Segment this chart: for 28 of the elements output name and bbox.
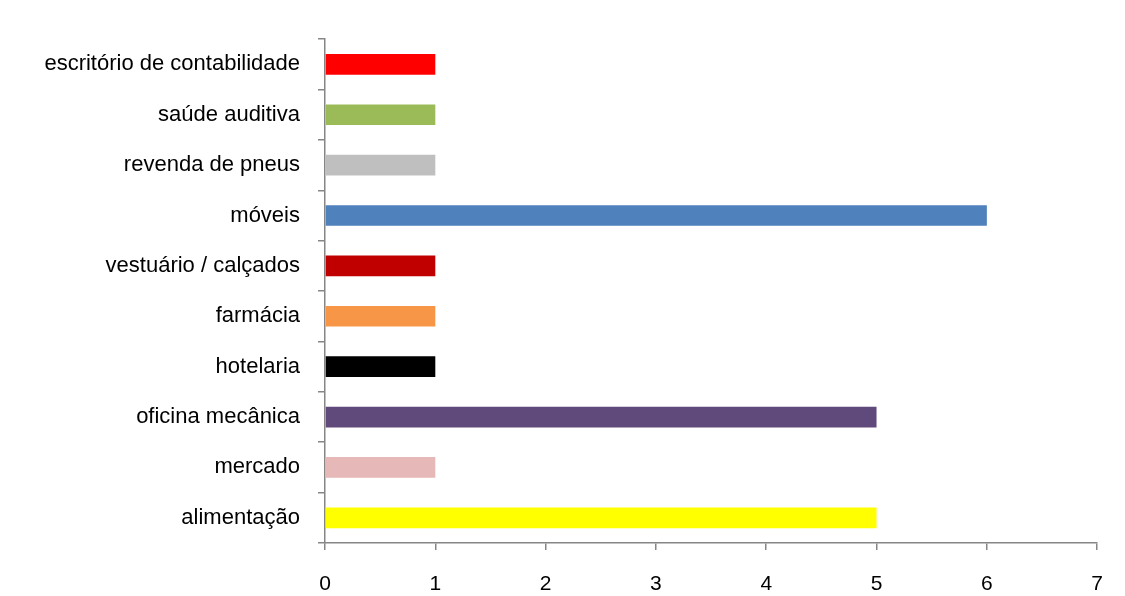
x-tick-label: 4: [760, 571, 773, 595]
y-tick-label: farmácia: [215, 302, 301, 328]
y-tick-label: móveis: [230, 201, 300, 227]
y-tick-label: escritório de contabilidade: [44, 50, 300, 76]
y-tick-label: revenda de pneus: [123, 151, 300, 177]
bar: [325, 54, 436, 75]
x-tick-label: 5: [870, 571, 883, 595]
bar: [325, 305, 436, 327]
y-tick-label: saúde auditiva: [158, 100, 301, 126]
y-tick-label: oficina mecânica: [136, 403, 301, 429]
y-tick-label: vestuário / calçados: [105, 251, 300, 277]
x-tick-label: 7: [1091, 571, 1103, 595]
bar: [325, 205, 987, 226]
x-tick-label: 2: [539, 571, 552, 595]
x-tick-label: 1: [429, 571, 442, 595]
y-tick-label: alimentação: [181, 503, 300, 529]
bar: [325, 406, 877, 428]
bar: [325, 507, 877, 529]
bar: [325, 154, 436, 176]
y-tick-label: hotelaria: [215, 352, 301, 378]
bar: [325, 356, 436, 377]
x-tick-label: 6: [981, 571, 993, 595]
bar: [325, 104, 436, 126]
x-tick-label: 3: [650, 571, 662, 595]
bar: [325, 457, 436, 478]
bar: [325, 255, 436, 277]
x-tick-label: 0: [319, 571, 331, 595]
y-tick-label: mercado: [214, 453, 300, 479]
